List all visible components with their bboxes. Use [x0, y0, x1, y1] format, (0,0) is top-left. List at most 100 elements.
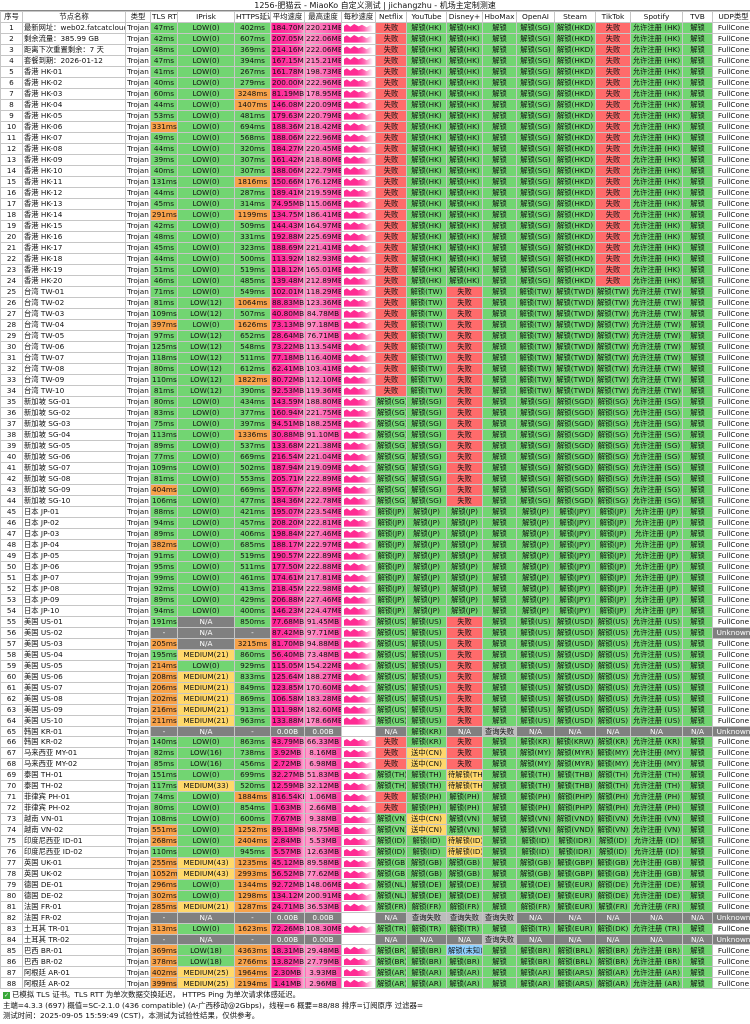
table-row[interactable]: 80 德国 DE-02 Trojan 302ms LOW(0) 1298ms 134.12M… — [0, 890, 750, 903]
cell-max: 227.46MB — [304, 527, 342, 540]
table-row[interactable]: 7 香港 HK-03 Trojan 60ms LOW(0) 3248ms 81.19MB 17… — [0, 87, 750, 100]
table-row[interactable]: 72 菲律宾 PH-02 Trojan 80ms LOW(0) 854ms 1.63MB 2.… — [0, 802, 750, 815]
table-row[interactable]: 1最新网址：web02.fatcatcloud.ccTrojan47msLOW(… — [0, 21, 750, 34]
table-row[interactable]: 88 阿根廷 AR-02 Trojan 399ms MEDIUM(25) 2194ms 1.… — [0, 977, 750, 990]
table-row[interactable]: 43 新加坡 SG-09 Trojan 404ms LOW(0) 669ms 157.67M… — [0, 483, 750, 496]
table-row[interactable]: 61 美国 US-07 Trojan 206ms MEDIUM(21) 849ms 123.… — [0, 681, 750, 694]
cell-hbo: 解锁 — [482, 406, 517, 419]
table-row[interactable]: 87 阿根廷 AR-01 Trojan 402ms MEDIUM(25) 1964ms 2.… — [0, 966, 750, 979]
table-row[interactable]: 2 剩余流量：385.99 GB Trojan 42ms LOW(0) 607ms 207.… — [0, 32, 750, 45]
table-row[interactable]: 64 美国 US-10 Trojan 211ms MEDIUM(21) 963ms 133.… — [0, 714, 750, 727]
table-row[interactable]: 56 美国 US-02 Trojan - N/A -87.42MB 97.71MB 解锁(US… — [0, 626, 750, 639]
table-row[interactable]: 3 距离下次重置剩余：7 天 Trojan 48ms LOW(0) 369ms 214.16… — [0, 43, 750, 56]
table-row[interactable]: 29 台湾 TW-05 Trojan 97ms LOW(12) 652ms 28.64MB 7… — [0, 329, 750, 342]
table-row[interactable]: 71 菲律宾 PH-01 Trojan 74ms LOW(0) 1884ms 816.54K… — [0, 791, 750, 804]
table-row[interactable]: 4 套餐到期：2026-01-12 Trojan 47ms LOW(0) 394ms 167… — [0, 54, 750, 67]
table-row[interactable]: 57 美国 US-03 Trojan 205ms N/A 3215ms 81.70MB 94.… — [0, 637, 750, 650]
speed-sparkline — [341, 54, 376, 67]
table-row[interactable]: 83 土耳其 TR-01 Trojan 313ms LOW(0) 1623ms 72.26M… — [0, 922, 750, 935]
table-row[interactable]: 32 台湾 TW-08 Trojan 80ms LOW(12) 612ms 62.41MB 1… — [0, 362, 750, 375]
cell-dp: 解锁(HK) — [446, 230, 483, 243]
table-row[interactable]: 76 印度尼西亚 ID-02 Trojan 110ms LOW(0) 945ms 5.57M… — [0, 846, 750, 859]
table-row[interactable]: 67 马来西亚 MY-01 Trojan 82ms LOW(16) 738ms 3.92MB… — [0, 747, 750, 760]
table-row[interactable]: 9香港 HK-05Trojan53msLOW(0)481ms179.63MB22… — [0, 109, 750, 122]
table-row[interactable]: 15 香港 HK-11 Trojan 131ms LOW(0) 1816ms 150.66M… — [0, 175, 750, 188]
table-row[interactable]: 41 新加坡 SG-07 Trojan 109ms LOW(0) 502ms 187.94M… — [0, 461, 750, 474]
cell-max: 178.66MB — [304, 714, 342, 727]
table-row[interactable]: 69 泰国 TH-01 Trojan 151ms LOW(0) 699ms 32.27MB 5… — [0, 769, 750, 782]
cell-dp: 解锁(HK) — [446, 87, 483, 100]
table-row[interactable]: 6香港 HK-02Trojan40msLOW(0)279ms200.00MB22… — [0, 76, 750, 89]
table-row[interactable]: 62 美国 US-08 Trojan 202ms MEDIUM(21) 869ms 106.… — [0, 692, 750, 705]
table-row[interactable]: 17 香港 HK-13 Trojan 45ms LOW(0) 314ms 74.95MB 11… — [0, 197, 750, 210]
table-row[interactable]: 34 台湾 TW-10 Trojan 81ms LOW(12) 390ms 92.53MB 1… — [0, 384, 750, 397]
table-row[interactable]: 75 印度尼西亚 ID-01 Trojan 268ms LOW(0) 2404ms 2.84… — [0, 835, 750, 848]
table-row[interactable]: 55 美国 US-01 Trojan 191ms N/A 850ms 77.68MB 91.4… — [0, 615, 750, 628]
cell-hbo: 解锁 — [482, 175, 517, 188]
table-row[interactable]: 44 新加坡 SG-10 Trojan 106ms LOW(0) 477ms 184.36M… — [0, 494, 750, 507]
table-row[interactable]: 66 韩国 KR-02 Trojan 140ms LOW(0) 863ms 43.79MB 6… — [0, 736, 750, 749]
table-row[interactable]: 77 英国 UK-01 Trojan 255ms MEDIUM(43) 1235ms 45.… — [0, 857, 750, 870]
speed-sparkline — [341, 65, 376, 78]
table-row[interactable]: 58 美国 US-04 Trojan 195ms MEDIUM(21) 860ms 56.4… — [0, 648, 750, 661]
table-row[interactable]: 28 台湾 TW-04 Trojan 397ms LOW(0) 1626ms 73.13MB… — [0, 318, 750, 331]
table-row[interactable]: 18 香港 HK-14 Trojan 291ms LOW(0) 1199ms 134.75M… — [0, 208, 750, 221]
table-row[interactable]: 38 新加坡 SG-04 Trojan 113ms LOW(0) 1336ms 30.88M… — [0, 428, 750, 441]
table-row[interactable]: 79 德国 DE-01 Trojan 296ms LOW(0) 1344ms 92.72MB… — [0, 879, 750, 892]
table-row[interactable]: 70 泰国 TH-02 Trojan 117ms MEDIUM(33) 520ms 12.5… — [0, 780, 750, 793]
table-row[interactable]: 81 法国 FR-01 Trojan 285ms MEDIUM(21) 1287ms 24.… — [0, 901, 750, 914]
table-row[interactable]: 26 台湾 TW-02 Trojan 81ms LOW(12) 1064ms 88.83MB… — [0, 296, 750, 309]
table-row[interactable]: 73 越南 VN-01 Trojan 108ms LOW(0) 600ms 7.67MB 9.… — [0, 813, 750, 826]
table-row[interactable]: 37 新加坡 SG-03 Trojan 75ms LOW(0) 397ms 94.51MB 1… — [0, 417, 750, 430]
table-row[interactable]: 60 美国 US-06 Trojan 208ms MEDIUM(21) 833ms 125.… — [0, 670, 750, 683]
table-row[interactable]: 86 巴西 BR-02 Trojan 378ms LOW(18) 2766ms 13.82M… — [0, 955, 750, 968]
cell-https: 537ms — [234, 439, 271, 452]
table-row[interactable]: 30 台湾 TW-06 Trojan 125ms LOW(12) 548ms 73.22MB… — [0, 340, 750, 353]
table-row[interactable]: 33 台湾 TW-09 Trojan 110ms LOW(12) 1822ms 80.72M… — [0, 373, 750, 386]
table-row[interactable]: 82 法国 FR-02 Trojan - N/A -0.00B 0.00B N/A 查询失败 查询… — [0, 912, 750, 924]
cell-tt: 解锁(SG) — [595, 439, 631, 452]
table-row[interactable]: 85 巴西 BR-01 Trojan 369ms LOW(18) 4363ms 18.31M… — [0, 944, 750, 957]
table-row[interactable]: 8香港 HK-04Trojan44msLOW(0)1407ms146.08MB2… — [0, 98, 750, 111]
table-row[interactable]: 68 马来西亚 MY-02 Trojan 85ms LOW(16) 456ms 2.72MB… — [0, 758, 750, 771]
table-row[interactable]: 65 韩国 KR-01 Trojan - N/A -0.00B 0.00B N/A 解锁(KR)… — [0, 725, 750, 738]
table-row[interactable]: 27 台湾 TW-03 Trojan 109ms LOW(12) 507ms 40.80MB… — [0, 307, 750, 320]
table-row[interactable]: 74 越南 VN-02 Trojan 551ms LOW(0) 1252ms 89.18MB… — [0, 824, 750, 837]
table-row[interactable]: 5香港 HK-01Trojan41msLOW(0)267ms161.78MB19… — [0, 65, 750, 78]
cell-yt: 解锁(SG) — [406, 494, 447, 507]
table-row[interactable]: 84 土耳其 TR-02 Trojan - N/A -0.00B 0.00B N/A N/A N/… — [0, 933, 750, 946]
table-row[interactable]: 31 台湾 TW-07 Trojan 118ms LOW(12) 511ms 77.18MB… — [0, 351, 750, 364]
table-row[interactable]: 63 美国 US-09 Trojan 216ms MEDIUM(21) 913ms 111.… — [0, 703, 750, 716]
cell-udp: FullCone — [712, 296, 750, 309]
